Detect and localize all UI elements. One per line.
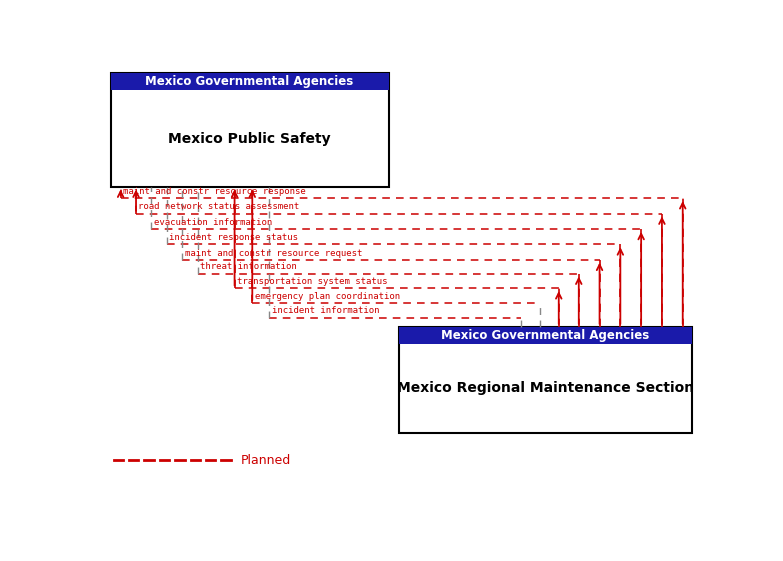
- Text: Mexico Public Safety: Mexico Public Safety: [168, 131, 331, 145]
- Bar: [399, 327, 692, 344]
- Text: maint and constr resource response: maint and constr resource response: [123, 187, 305, 196]
- Text: maint and constr resource request: maint and constr resource request: [185, 249, 362, 257]
- Text: incident response status: incident response status: [169, 233, 298, 242]
- Text: Mexico Governmental Agencies: Mexico Governmental Agencies: [146, 75, 354, 89]
- Bar: [110, 73, 388, 187]
- Text: threat information: threat information: [200, 263, 297, 272]
- Bar: [110, 73, 388, 90]
- Bar: [399, 327, 692, 433]
- Text: evacuation information: evacuation information: [153, 218, 272, 227]
- Text: incident information: incident information: [272, 306, 379, 315]
- Text: Mexico Governmental Agencies: Mexico Governmental Agencies: [441, 329, 649, 342]
- Text: road network status assessment: road network status assessment: [139, 203, 300, 211]
- Text: Mexico Regional Maintenance Section: Mexico Regional Maintenance Section: [397, 381, 694, 396]
- Text: emergency plan coordination: emergency plan coordination: [254, 292, 400, 301]
- Text: transportation system status: transportation system status: [237, 277, 388, 286]
- Text: Planned: Planned: [240, 453, 291, 467]
